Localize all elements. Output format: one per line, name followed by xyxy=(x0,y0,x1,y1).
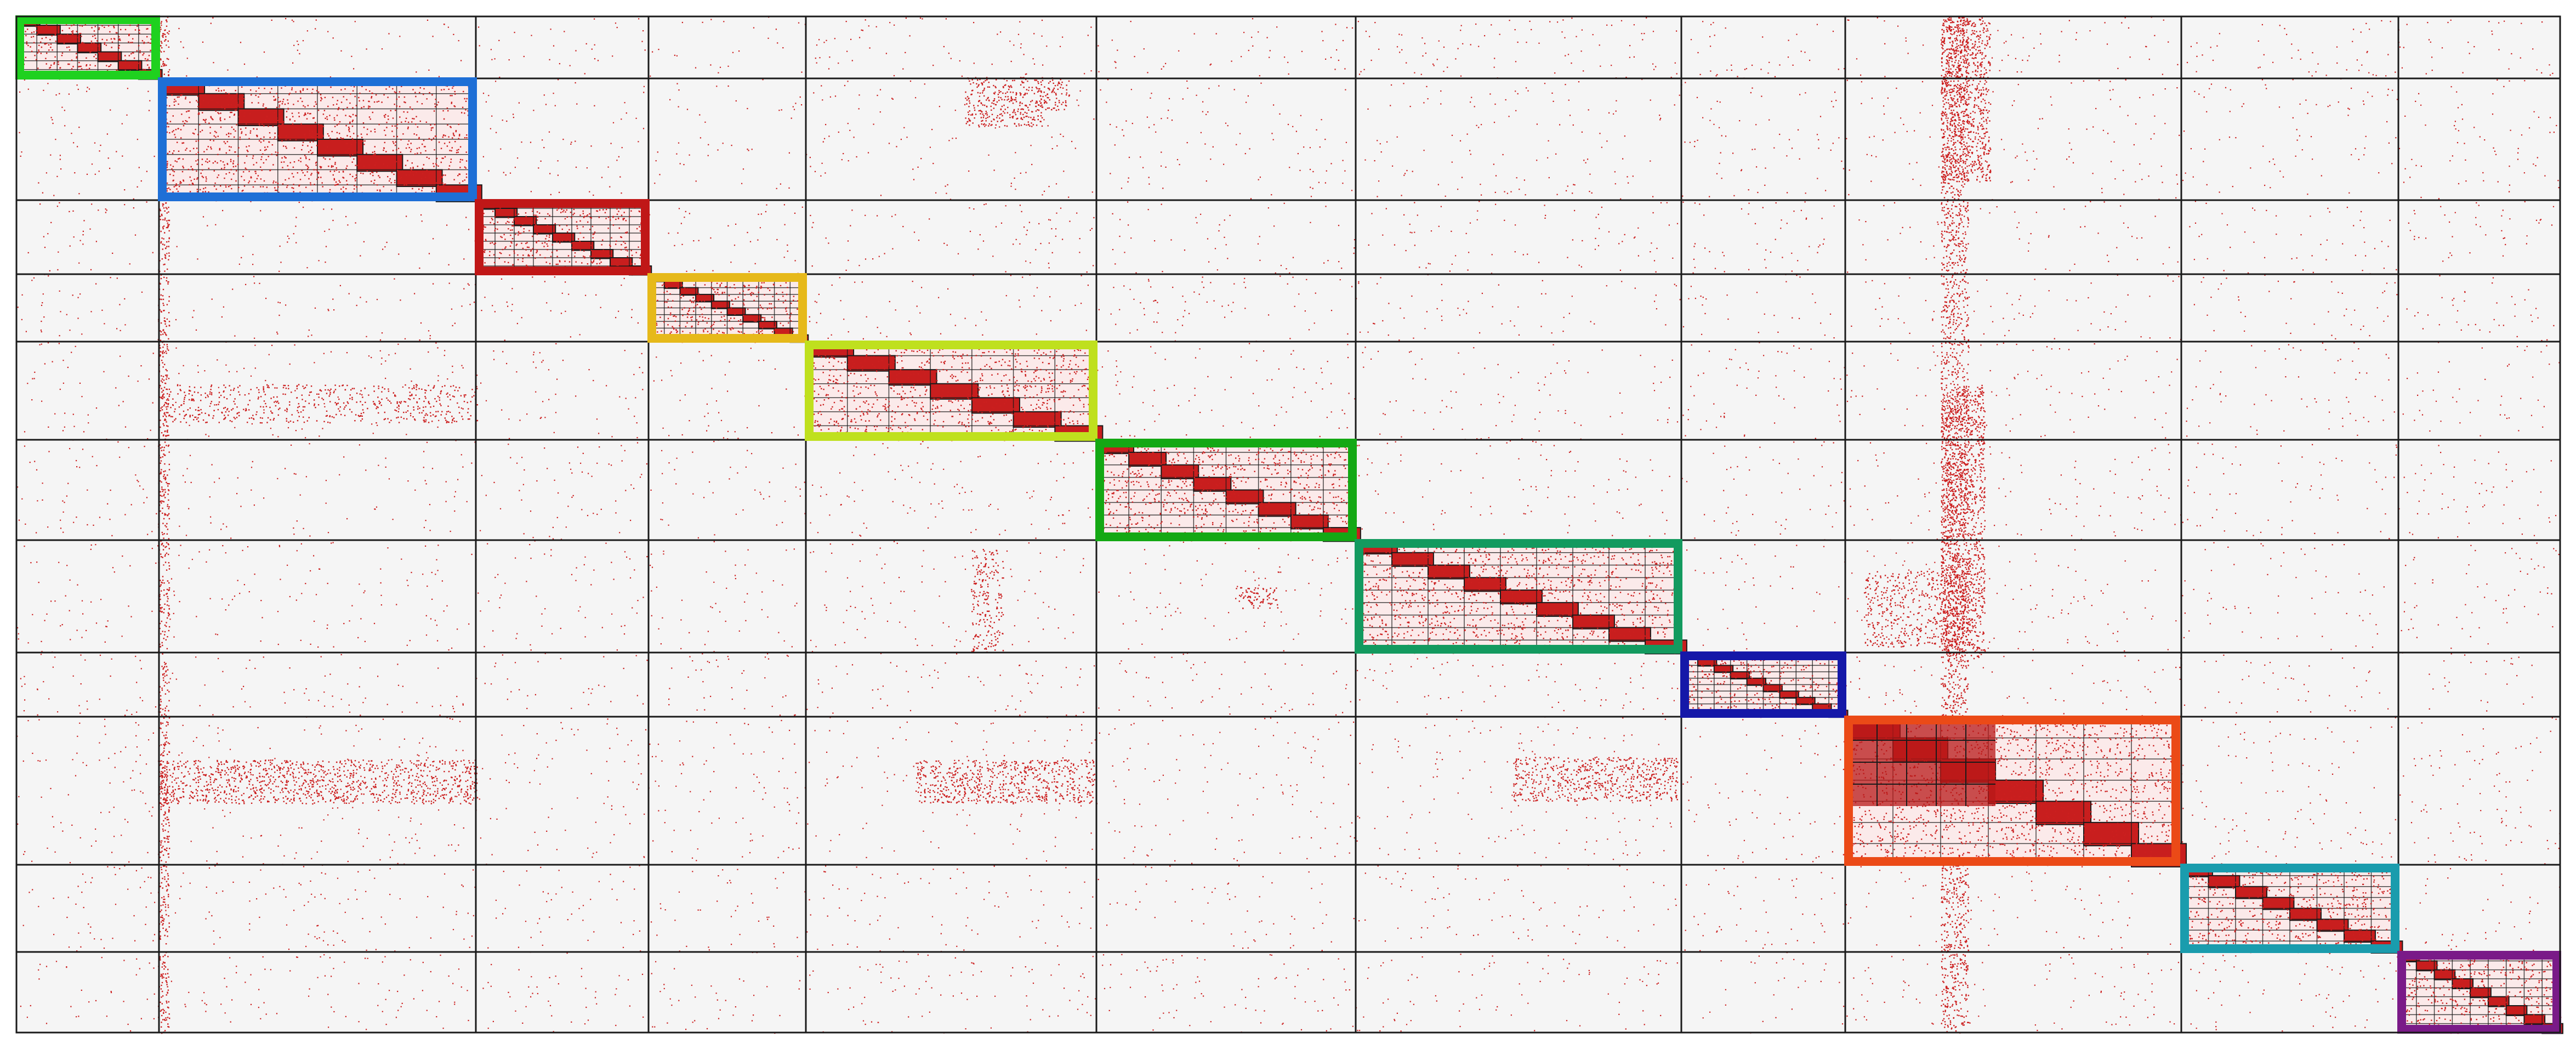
cluster-5-outline xyxy=(805,341,1097,441)
cluster-8-substructure xyxy=(1681,652,1849,718)
cluster-3-substructure xyxy=(475,200,652,276)
cluster-outlines xyxy=(15,15,2561,1034)
cluster-4-substructure xyxy=(648,274,809,343)
cluster-10-substructure xyxy=(2181,864,2403,954)
cluster-10-outline xyxy=(2180,864,2399,953)
dense-band-5 xyxy=(965,77,1043,128)
dense-band-6 xyxy=(1036,77,1070,111)
dense-band-11 xyxy=(971,549,1004,653)
cluster-2-substructure xyxy=(158,78,482,202)
matrix-border xyxy=(15,15,2561,1034)
cluster-11-outline xyxy=(2397,951,2561,1034)
cluster-1-outline xyxy=(15,15,160,80)
dense-band-14 xyxy=(1864,571,1974,648)
cluster-1-substructure xyxy=(16,16,163,80)
dense-band-4 xyxy=(1941,384,1986,660)
dense-band-7 xyxy=(159,759,479,805)
cluster-9-outline xyxy=(1844,716,2180,866)
cluster-7-outline xyxy=(1355,539,1682,654)
cluster-5-substructure xyxy=(805,341,1104,442)
cluster-6-substructure xyxy=(1096,439,1361,542)
cluster-2-outline xyxy=(158,77,477,201)
dense-band-8 xyxy=(915,759,1097,804)
cluster-3-outline xyxy=(475,199,650,275)
cluster-7-substructure xyxy=(1355,540,1687,655)
cluster-6-outline xyxy=(1095,439,1357,541)
cluster-11-substructure xyxy=(2398,951,2563,1034)
dense-band-12 xyxy=(1235,587,1279,609)
cluster-9-dense-core xyxy=(1847,718,1995,806)
cluster-8-outline xyxy=(1680,651,1846,718)
dense-band-2 xyxy=(1941,17,1970,1034)
cluster-4-outline xyxy=(647,273,807,343)
dense-band-9 xyxy=(1513,757,1679,802)
diagonal-sub-blocks xyxy=(16,16,2563,1034)
